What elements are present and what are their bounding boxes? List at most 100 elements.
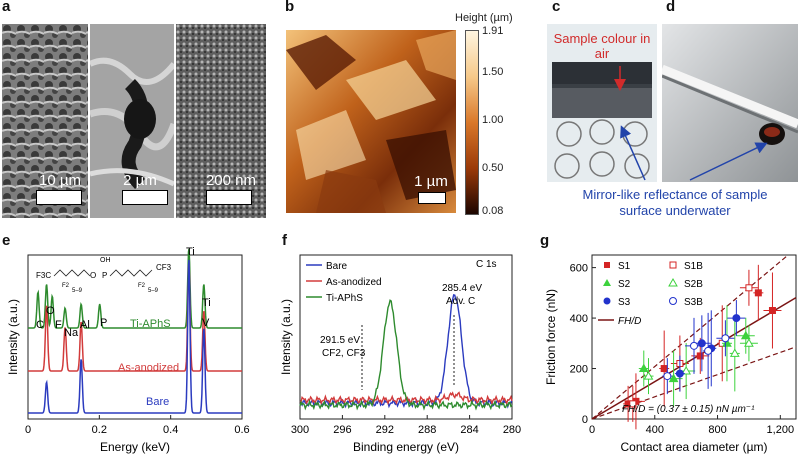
g-xtick-label: 400 <box>646 424 664 436</box>
chemical-formula: F3C F2 5–9 O OH P F2 5–9 CF3 <box>36 257 172 294</box>
formula-p-atom: P <box>102 271 107 280</box>
g-point-s2 <box>668 373 679 383</box>
g-xtick-label: 0 <box>589 424 595 436</box>
chart-g-ylabel: Friction force (nN) <box>544 289 558 385</box>
f-xtick-label: 296 <box>333 424 351 436</box>
chart-f-xlabel: Binding energy (eV) <box>353 440 459 454</box>
legend-s2b-label: S2B <box>684 279 703 290</box>
f-xtick-label: 300 <box>291 424 309 436</box>
chart-e-frame <box>27 254 243 420</box>
peak-label-ti-main: Ti <box>186 246 195 258</box>
scalebar-2um <box>122 190 168 205</box>
g-xtick-label: 800 <box>708 424 726 436</box>
series-ti-aphs-line <box>28 248 242 329</box>
arrow-blue-right <box>689 142 768 181</box>
arrow-blue-left <box>620 125 646 181</box>
peak-label-al: Al <box>80 319 90 331</box>
legend-s2-marker <box>603 279 611 286</box>
colorbar-tick-3: 0.50 <box>482 162 504 174</box>
series-as-anodized-line <box>28 262 242 372</box>
f-series-ti-aphs-line <box>299 299 513 411</box>
series-label-ti-aphs: Ti-APhS <box>130 318 171 330</box>
series-bare-line <box>28 259 242 414</box>
legend-s2-label: S2 <box>618 279 631 290</box>
scalebar-label-2um: 2 µm <box>123 172 157 189</box>
colorbar-tick-4: 0.08 <box>482 205 504 217</box>
formula-chain-unit-left: F2 <box>62 283 70 289</box>
g-ytick-label: 0 <box>582 414 588 426</box>
g-point-s1 <box>768 307 776 315</box>
chart-f: Intensity (a.u.) Binding energy (eV) 300… <box>279 254 521 454</box>
e-xtick-label: 0.2 <box>92 424 107 436</box>
peak-label-na: Na <box>64 327 79 339</box>
panel-b-letter: b <box>285 0 295 15</box>
f-xtick-label: 288 <box>418 424 436 436</box>
f-ann-right-line2: Adv. C <box>446 296 475 307</box>
f-corner-label: C 1s <box>476 259 497 270</box>
legend-s1-marker <box>604 262 610 268</box>
peak-label-c: C <box>36 319 44 331</box>
sem-image-2 <box>90 24 174 218</box>
series-label-as-anodized: As-anodized <box>118 362 179 374</box>
legend-fit-label: FH/D <box>618 316 641 327</box>
panel-c-letter: c <box>552 0 561 15</box>
legend-ti-aphs-label: Ti-APhS <box>326 293 363 304</box>
sample-colour-label: Sample colour in air <box>553 31 651 61</box>
g-point-s1 <box>660 365 668 373</box>
g-point-s1 <box>696 352 704 360</box>
g-point-s2b <box>729 348 740 357</box>
g-point-s1b <box>629 400 637 408</box>
panel-a-letter: a <box>2 0 11 15</box>
chart-f-ylabel: Intensity (a.u.) <box>279 299 293 375</box>
formula-chain-unit-right: F2 <box>138 283 146 289</box>
e-xtick-label: 0.4 <box>163 424 178 436</box>
chart-e: Intensity (a.u.) Energy (keV) 0 0.2 0.4 0.6… <box>6 246 250 454</box>
g-ytick-label: 400 <box>570 313 588 325</box>
g-point-s3 <box>732 314 741 323</box>
mirror-caption-line2: surface underwater <box>619 203 731 218</box>
formula-right-group: CF3 <box>156 263 172 272</box>
g-point-s2 <box>638 363 649 373</box>
scalebar-label-10um: 10 µm <box>39 172 81 189</box>
legend-s1b-label: S1B <box>684 261 703 272</box>
legend-s3b-marker <box>669 297 677 305</box>
chart-g: Friction force (nN) Contact area diamete… <box>544 254 797 454</box>
f-xtick-label: 280 <box>503 424 521 436</box>
peak-label-o: O <box>46 305 55 317</box>
legend-s1b-marker <box>669 261 677 269</box>
g-point-s2b <box>643 371 654 380</box>
afm-image <box>286 30 456 213</box>
f-ann-left-line2: CF2, CF3 <box>322 348 366 359</box>
legend-bare-label: Bare <box>326 261 348 272</box>
colorbar-tick-1: 1.50 <box>482 66 504 78</box>
chart-f-frame <box>299 254 513 420</box>
formula-left-group: F3C <box>36 271 51 280</box>
g-point-s2b <box>744 338 754 347</box>
g-point-s3 <box>697 339 706 348</box>
chart-e-xlabel: Energy (keV) <box>100 440 170 454</box>
legend-as-anodized-label: As-anodized <box>326 277 382 288</box>
sem-image-1 <box>2 24 88 218</box>
f-xtick-label: 284 <box>460 424 478 436</box>
formula-right-sub: 5–9 <box>148 288 159 294</box>
legend-s1-label: S1 <box>618 261 631 272</box>
peak-label-ti-2: Ti <box>202 297 211 309</box>
f-ann-right-line1: 285.4 eV <box>442 283 482 294</box>
g-xtick-label: 1,200 <box>767 424 795 436</box>
formula-left-sub: 5–9 <box>72 288 83 294</box>
f-ann-left-line1: 291.5 eV <box>320 335 360 346</box>
photo-c-drawing <box>547 24 657 182</box>
panel-g-letter: g <box>540 232 550 249</box>
colorbar-tick-0: 1.91 <box>482 25 504 37</box>
g-legend: S1 S1B S2 S2B S3 S3B FH/D <box>598 261 703 327</box>
peak-label-f: F <box>55 319 62 331</box>
afm-scalebar-label: 1 µm <box>414 173 448 190</box>
f-xtick-label: 292 <box>376 424 394 436</box>
g-point-s3b <box>663 372 672 381</box>
e-xtick-label: 0.6 <box>234 424 249 436</box>
legend-s2b-marker <box>668 277 678 287</box>
g-point-s2 <box>740 330 751 340</box>
chart-g-frame <box>591 254 797 420</box>
chart-e-ylabel: Intensity (a.u.) <box>6 299 20 375</box>
peak-label-p: P <box>100 317 107 329</box>
